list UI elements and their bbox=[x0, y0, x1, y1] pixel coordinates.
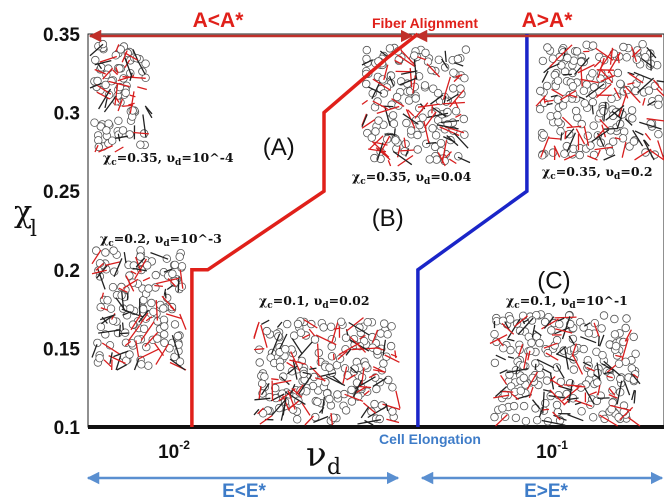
y-tick-label: 0.25 bbox=[43, 182, 80, 203]
svg-text:χc=0.1, υd=0.02: χc=0.1, υd=0.02 bbox=[259, 293, 370, 311]
inset-caption-4: χc=0.2, υd=10^-3 bbox=[100, 231, 222, 249]
region-label-a: (A) bbox=[263, 134, 295, 161]
simulation-snapshot bbox=[89, 39, 153, 153]
region-label-c: (C) bbox=[537, 268, 570, 295]
svg-text:10-2: 10-2 bbox=[158, 438, 190, 463]
x-axis-title: ν d bbox=[306, 435, 341, 480]
simulation-snapshot bbox=[253, 317, 401, 426]
inset-caption-3: χc=0.35, υd=0.2 bbox=[542, 164, 653, 182]
elongation-right-label: E>E* bbox=[524, 481, 568, 502]
y-axis-title: χ l bbox=[14, 195, 37, 242]
y-tick-label: 0.3 bbox=[54, 104, 80, 125]
svg-text:ν: ν bbox=[306, 435, 327, 475]
y-tick-labels: 0.1 0.15 0.2 0.25 0.3 0.35 bbox=[43, 25, 80, 439]
y-tick-label: 0.35 bbox=[43, 25, 80, 46]
svg-text:χc=0.35, υd=10^-4: χc=0.35, υd=10^-4 bbox=[103, 150, 234, 168]
fiber-alignment-label: Fiber Alignment bbox=[372, 15, 478, 31]
svg-text:10-1: 10-1 bbox=[536, 438, 568, 463]
boundary-line-red bbox=[190, 32, 419, 427]
region-labels: (A) (B) (C) bbox=[263, 134, 571, 295]
y-tick-label: 0.15 bbox=[43, 339, 80, 360]
x-tick-label-2: 10-1 bbox=[536, 438, 568, 463]
inset-caption-5: χc=0.1, υd=0.02 bbox=[259, 293, 370, 311]
y-tick-label: 0.2 bbox=[54, 261, 80, 282]
region-label-b: (B) bbox=[372, 205, 404, 232]
inset-caption-2: χc=0.35, υd=0.04 bbox=[352, 169, 472, 187]
boundary-series bbox=[190, 32, 529, 427]
inset-caption-6: χc=0.1, υd=10^-1 bbox=[506, 293, 628, 311]
simulation-snapshot bbox=[535, 40, 664, 161]
boundary-line-blue bbox=[416, 34, 529, 427]
y-tick-label: 0.1 bbox=[54, 418, 81, 439]
svg-text:χc=0.2, υd=10^-3: χc=0.2, υd=10^-3 bbox=[100, 231, 222, 249]
alignment-right-label: A>A* bbox=[522, 9, 574, 32]
simulation-snapshot bbox=[489, 310, 641, 427]
simulation-snapshot bbox=[91, 246, 187, 371]
svg-text:χc=0.35, υd=0.04: χc=0.35, υd=0.04 bbox=[352, 169, 472, 187]
alignment-left-label: A<A* bbox=[193, 9, 245, 32]
simulation-snapshot bbox=[361, 43, 471, 167]
svg-text:χ: χ bbox=[14, 195, 32, 230]
svg-text:d: d bbox=[327, 455, 341, 480]
inset-caption-1: χc=0.35, υd=10^-4 bbox=[103, 150, 234, 168]
svg-text:χc=0.35, υd=0.2: χc=0.35, υd=0.2 bbox=[542, 164, 653, 182]
svg-text:l: l bbox=[30, 217, 37, 242]
x-tick-label-1: 10-2 bbox=[158, 438, 190, 463]
svg-text:χc=0.1, υd=10^-1: χc=0.1, υd=10^-1 bbox=[506, 293, 628, 311]
simulation-insets bbox=[89, 39, 664, 427]
cell-elongation-label: Cell Elongation bbox=[379, 431, 481, 447]
elongation-left-label: E<E* bbox=[222, 481, 266, 502]
